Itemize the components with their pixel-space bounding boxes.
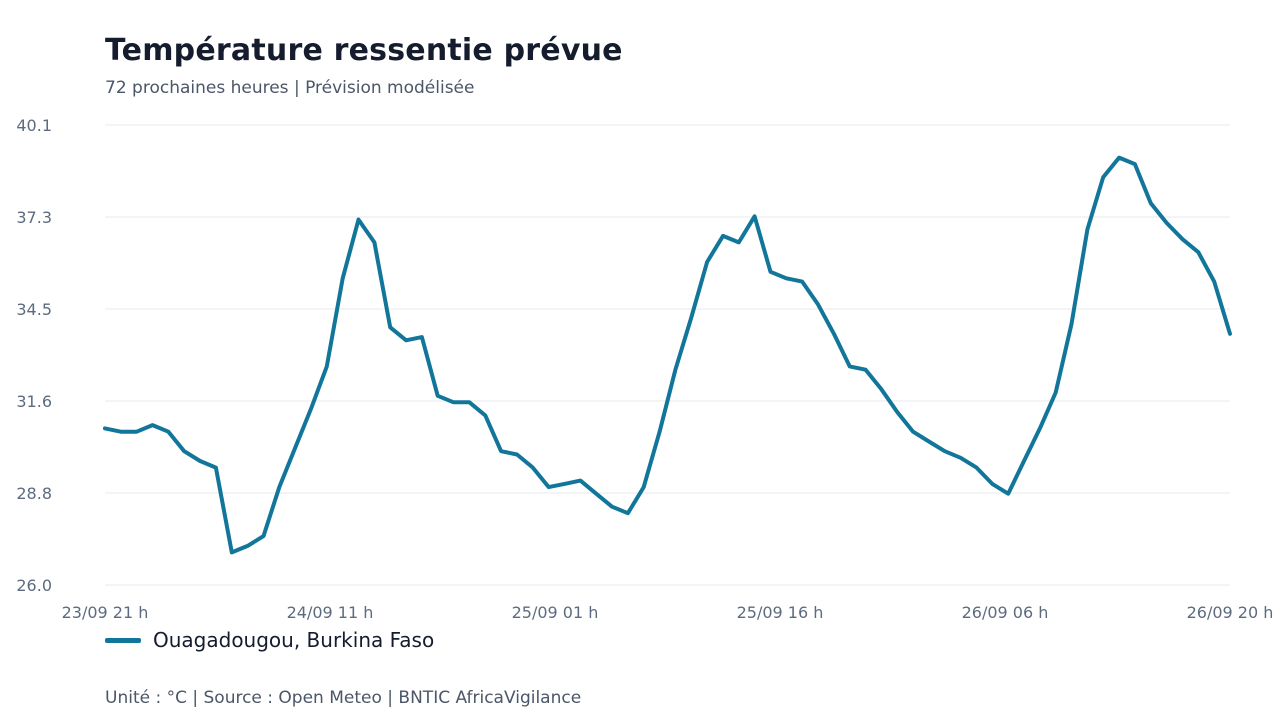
legend-swatch	[105, 637, 141, 643]
x-tick-label: 25/09 16 h	[737, 603, 824, 622]
x-axis-ticks: 23/09 21 h 24/09 11 h 25/09 01 h 25/09 16 h…	[62, 603, 1274, 622]
x-tick-label: 23/09 21 h	[62, 603, 149, 622]
y-tick-label: 34.5	[16, 300, 52, 319]
y-tick-label: 31.6	[16, 392, 52, 411]
y-axis-ticks: 40.1 37.3 34.5 31.6 28.8 26.0	[16, 116, 52, 595]
chart-subtitle: 72 prochaines heures | Prévision modélis…	[105, 78, 475, 98]
x-tick-label: 24/09 11 h	[287, 603, 374, 622]
grid-lines	[105, 124, 1230, 586]
x-tick-label: 26/09 06 h	[962, 603, 1049, 622]
footer-source: Unité : °C | Source : Open Meteo | BNTIC…	[105, 688, 582, 708]
x-tick-label: 25/09 01 h	[512, 603, 599, 622]
y-tick-label: 28.8	[16, 484, 52, 503]
y-tick-label: 37.3	[16, 208, 52, 227]
x-tick-label: 26/09 20 h	[1187, 603, 1274, 622]
series-line-ouagadougou	[103, 155, 1232, 555]
y-tick-label: 26.0	[16, 576, 52, 595]
chart-title: Température ressentie prévue	[105, 33, 623, 68]
legend-label: Ouagadougou, Burkina Faso	[153, 628, 435, 652]
y-tick-label: 40.1	[16, 116, 52, 135]
series-layer	[103, 155, 1232, 555]
legend: Ouagadougou, Burkina Faso	[105, 628, 434, 652]
